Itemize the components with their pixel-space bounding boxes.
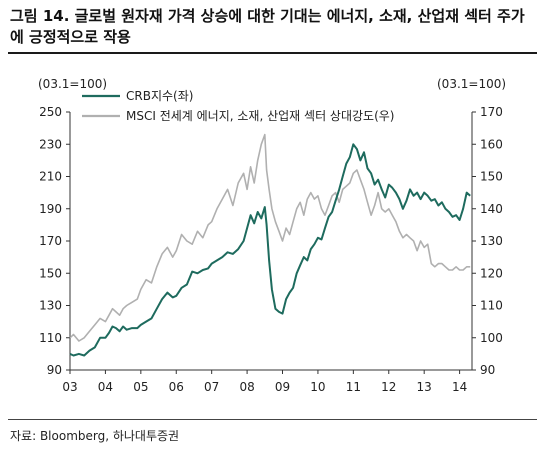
chart-axes: (03.1=100) (03.1=100) 90 110 130 150 170 190 210…	[38, 77, 506, 394]
left-tick-label: 90	[47, 363, 62, 377]
x-tick-label: 03	[62, 380, 77, 394]
x-tick-label: 07	[204, 380, 219, 394]
right-tick-label: 140	[480, 202, 503, 216]
right-tick-label: 100	[480, 331, 503, 345]
right-tick-label: 160	[480, 137, 503, 151]
x-tick-label: 11	[346, 380, 361, 394]
series-line-msci	[69, 133, 471, 342]
left-tick-label: 150	[39, 266, 62, 280]
line-chart: (03.1=100) (03.1=100) 90 110 130 150 170 190 210…	[38, 77, 506, 394]
chart-legend: CRB지수(좌) MSCI 전세계 에너지, 소재, 산업재 섹터 상대강도(우)	[82, 89, 395, 123]
legend-label: MSCI 전세계 에너지, 소재, 산업재 섹터 상대강도(우)	[126, 109, 395, 123]
series-line-crb	[69, 143, 471, 357]
x-tick-label: 08	[239, 380, 254, 394]
left-tick-label: 250	[39, 105, 62, 119]
x-tick-label: 10	[310, 380, 325, 394]
left-tick-label: 210	[39, 170, 62, 184]
left-tick-label: 190	[39, 202, 62, 216]
x-tick-label: 04	[98, 380, 113, 394]
right-tick-label: 120	[480, 266, 503, 280]
chart-series	[69, 133, 471, 357]
source-rule	[8, 419, 537, 420]
right-tick-label: 150	[480, 170, 503, 184]
title-rule	[8, 52, 537, 54]
legend-label: CRB지수(좌)	[126, 89, 193, 103]
left-tick-label: 110	[39, 331, 62, 345]
x-tick-label: 09	[275, 380, 290, 394]
right-tick-label: 110	[480, 299, 503, 313]
right-tick-label: 90	[480, 363, 495, 377]
left-tick-label: 130	[39, 299, 62, 313]
left-axis-label: (03.1=100)	[38, 77, 107, 91]
right-axis-label: (03.1=100)	[437, 77, 506, 91]
figure-title: 그림 14. 글로벌 원자재 가격 상승에 대한 기대는 에너지, 소재, 산업…	[10, 7, 525, 46]
x-tick-label: 13	[417, 380, 432, 394]
x-tick-label: 14	[452, 380, 467, 394]
right-tick-label: 170	[480, 105, 503, 119]
x-tick-label: 06	[169, 380, 184, 394]
right-tick-label: 130	[480, 234, 503, 248]
x-tick-label: 05	[133, 380, 148, 394]
x-tick-label: 12	[381, 380, 396, 394]
source-note: 자료: Bloomberg, 하나대투증권	[10, 429, 180, 443]
left-tick-label: 170	[39, 234, 62, 248]
left-tick-label: 230	[39, 137, 62, 151]
